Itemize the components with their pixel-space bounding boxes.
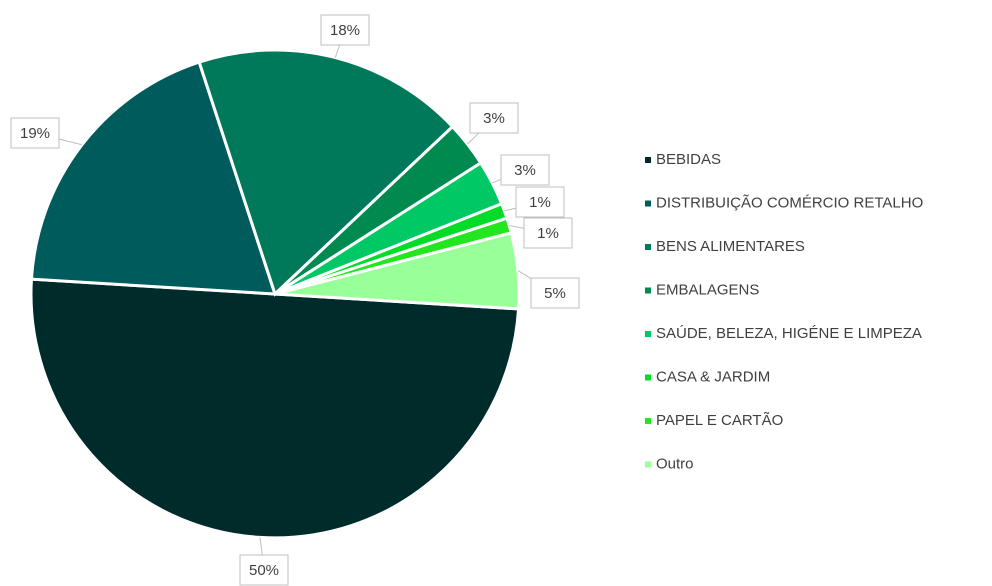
data-label: 5% bbox=[544, 285, 566, 302]
slice bbox=[29, 60, 278, 296]
legend-label: BENS ALIMENTARES bbox=[656, 238, 805, 255]
legend-label: Outro bbox=[656, 455, 694, 472]
data-label: 1% bbox=[529, 194, 551, 211]
legend-label: EMBALAGENS bbox=[656, 281, 759, 298]
label-box bbox=[523, 217, 573, 249]
slice bbox=[29, 277, 521, 540]
data-label: 50% bbox=[249, 562, 279, 579]
legend-swatch bbox=[645, 157, 651, 163]
data-label: 3% bbox=[483, 110, 505, 127]
legend-swatch bbox=[645, 244, 651, 250]
legend-swatch bbox=[645, 331, 651, 337]
label-box bbox=[530, 277, 580, 309]
legend-swatch bbox=[645, 418, 651, 424]
legend-label: BEBIDAS bbox=[656, 151, 721, 168]
label-box bbox=[239, 554, 289, 586]
label-box bbox=[320, 14, 370, 46]
legend-label: DISTRIBUIÇÃO COMÉRCIO RETALHO bbox=[656, 194, 923, 211]
data-label: 1% bbox=[537, 225, 559, 242]
label-box bbox=[500, 154, 550, 186]
legend-swatch bbox=[645, 461, 651, 468]
label-box bbox=[469, 102, 519, 134]
label-box bbox=[10, 117, 60, 149]
legend-label: PAPEL E CARTÃO bbox=[656, 412, 783, 429]
legend-label: SAÚDE, BELEZA, HIGÉNE E LIMPEZA bbox=[656, 325, 922, 342]
data-label: 19% bbox=[20, 125, 50, 142]
legend-swatch bbox=[645, 287, 651, 294]
data-label: 3% bbox=[514, 162, 536, 179]
legend-label: CASA & JARDIM bbox=[656, 368, 770, 385]
legend-swatch bbox=[645, 200, 651, 207]
legend-swatch bbox=[645, 374, 651, 381]
data-label: 18% bbox=[330, 22, 360, 39]
label-box bbox=[515, 186, 565, 218]
